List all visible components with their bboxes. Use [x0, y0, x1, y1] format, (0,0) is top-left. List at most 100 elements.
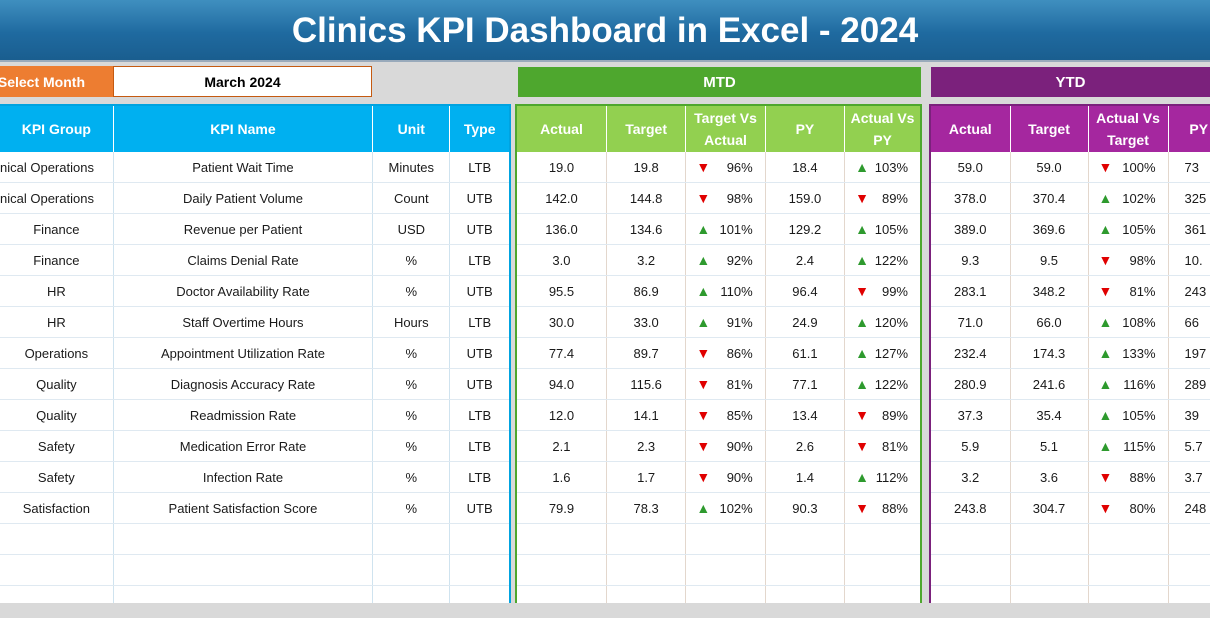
kpi-name-cell[interactable]: Medication Error Rate [113, 430, 374, 462]
kpi-group-cell[interactable]: Safety [0, 461, 114, 493]
unit-cell[interactable]: % [372, 337, 451, 369]
mtd-actual-cell[interactable]: 142.0 [516, 182, 607, 214]
mtd-py-cell[interactable]: 2.4 [765, 244, 846, 276]
ytd-py-cell[interactable]: 10. [1168, 244, 1210, 276]
ytd-actual-cell[interactable]: 71.0 [930, 306, 1011, 338]
type-cell[interactable]: LTB [449, 244, 511, 276]
mtd-actual-cell[interactable]: 77.4 [516, 337, 607, 369]
mtd-target-vs-actual-cell[interactable]: ▲ 91% [685, 306, 766, 338]
kpi-group-cell[interactable]: Finance [0, 213, 114, 245]
mtd-py-cell[interactable]: 2.6 [765, 430, 846, 462]
empty-cell[interactable] [0, 523, 114, 555]
ytd-actual-cell[interactable]: 243.8 [930, 492, 1011, 524]
kpi-group-cell[interactable]: HR [0, 306, 114, 338]
kpi-name-cell[interactable]: Readmission Rate [113, 399, 374, 431]
mtd-target-cell[interactable]: 89.7 [606, 337, 687, 369]
ytd-actual-vs-target-cell[interactable]: ▲ 115% [1088, 430, 1169, 462]
unit-cell[interactable]: % [372, 275, 451, 307]
mtd-target-vs-actual-cell[interactable]: ▲ 101% [685, 213, 766, 245]
empty-cell[interactable] [930, 554, 1011, 586]
mtd-target-cell[interactable]: 134.6 [606, 213, 687, 245]
mtd-actual-cell[interactable]: 95.5 [516, 275, 607, 307]
mtd-actual-cell[interactable]: 94.0 [516, 368, 607, 400]
type-cell[interactable]: LTB [449, 430, 511, 462]
mtd-actual-vs-py-cell[interactable]: ▲ 103% [844, 152, 922, 183]
mtd-target-vs-actual-cell[interactable]: ▼ 98% [685, 182, 766, 214]
ytd-py-cell[interactable]: 289 [1168, 368, 1210, 400]
ytd-target-cell[interactable]: 370.4 [1010, 182, 1089, 214]
unit-cell[interactable]: Count [372, 182, 451, 214]
kpi-group-cell[interactable]: Safety [0, 430, 114, 462]
ytd-py-cell[interactable]: 361 [1168, 213, 1210, 245]
ytd-actual-cell[interactable]: 280.9 [930, 368, 1011, 400]
mtd-target-cell[interactable]: 2.3 [606, 430, 687, 462]
ytd-target-cell[interactable]: 59.0 [1010, 152, 1089, 183]
mtd-target-vs-actual-cell[interactable]: ▲ 92% [685, 244, 766, 276]
kpi-group-cell[interactable]: Finance [0, 244, 114, 276]
empty-cell[interactable] [1168, 554, 1210, 586]
mtd-py-cell[interactable]: 18.4 [765, 152, 846, 183]
type-cell[interactable]: UTB [449, 368, 511, 400]
type-cell[interactable]: LTB [449, 306, 511, 338]
kpi-group-cell[interactable]: nical Operations [0, 182, 114, 214]
mtd-actual-vs-py-cell[interactable]: ▲ 127% [844, 337, 922, 369]
mtd-target-vs-actual-cell[interactable]: ▼ 96% [685, 152, 766, 183]
unit-cell[interactable]: % [372, 399, 451, 431]
empty-cell[interactable] [1010, 554, 1089, 586]
empty-cell[interactable] [765, 554, 846, 586]
mtd-target-vs-actual-cell[interactable]: ▼ 90% [685, 430, 766, 462]
mtd-actual-vs-py-cell[interactable]: ▼ 89% [844, 399, 922, 431]
mtd-actual-vs-py-cell[interactable]: ▲ 122% [844, 244, 922, 276]
unit-cell[interactable]: % [372, 244, 451, 276]
empty-cell[interactable] [844, 523, 922, 555]
empty-cell[interactable] [0, 554, 114, 586]
kpi-name-cell[interactable]: Staff Overtime Hours [113, 306, 374, 338]
mtd-actual-cell[interactable]: 30.0 [516, 306, 607, 338]
kpi-group-cell[interactable]: Satisfaction [0, 492, 114, 524]
type-cell[interactable]: LTB [449, 399, 511, 431]
ytd-target-cell[interactable]: 304.7 [1010, 492, 1089, 524]
kpi-group-cell[interactable]: Quality [0, 399, 114, 431]
unit-cell[interactable]: % [372, 461, 451, 493]
ytd-target-cell[interactable]: 174.3 [1010, 337, 1089, 369]
ytd-actual-vs-target-cell[interactable]: ▼ 80% [1088, 492, 1169, 524]
mtd-actual-vs-py-cell[interactable]: ▲ 120% [844, 306, 922, 338]
empty-cell[interactable] [516, 554, 607, 586]
ytd-py-cell[interactable]: 66 [1168, 306, 1210, 338]
mtd-py-cell[interactable]: 13.4 [765, 399, 846, 431]
kpi-name-cell[interactable]: Patient Wait Time [113, 152, 374, 183]
unit-cell[interactable]: % [372, 368, 451, 400]
unit-cell[interactable]: USD [372, 213, 451, 245]
ytd-actual-vs-target-cell[interactable]: ▼ 100% [1088, 152, 1169, 183]
mtd-actual-vs-py-cell[interactable]: ▼ 89% [844, 182, 922, 214]
mtd-actual-cell[interactable]: 136.0 [516, 213, 607, 245]
mtd-target-vs-actual-cell[interactable]: ▼ 85% [685, 399, 766, 431]
mtd-actual-cell[interactable]: 1.6 [516, 461, 607, 493]
empty-cell[interactable] [449, 554, 511, 586]
mtd-actual-vs-py-cell[interactable]: ▲ 122% [844, 368, 922, 400]
empty-cell[interactable] [1010, 523, 1089, 555]
type-cell[interactable]: LTB [449, 152, 511, 183]
kpi-group-cell[interactable]: HR [0, 275, 114, 307]
empty-cell[interactable] [685, 554, 766, 586]
type-cell[interactable]: UTB [449, 337, 511, 369]
ytd-py-cell[interactable]: 5.7 [1168, 430, 1210, 462]
mtd-target-vs-actual-cell[interactable]: ▼ 90% [685, 461, 766, 493]
ytd-actual-cell[interactable]: 389.0 [930, 213, 1011, 245]
mtd-target-cell[interactable]: 115.6 [606, 368, 687, 400]
ytd-target-cell[interactable]: 66.0 [1010, 306, 1089, 338]
empty-cell[interactable] [930, 523, 1011, 555]
mtd-py-cell[interactable]: 96.4 [765, 275, 846, 307]
ytd-actual-cell[interactable]: 378.0 [930, 182, 1011, 214]
mtd-target-vs-actual-cell[interactable]: ▲ 110% [685, 275, 766, 307]
mtd-py-cell[interactable]: 1.4 [765, 461, 846, 493]
mtd-py-cell[interactable]: 159.0 [765, 182, 846, 214]
ytd-actual-vs-target-cell[interactable]: ▼ 81% [1088, 275, 1169, 307]
month-selector-input[interactable]: March 2024 [113, 66, 372, 97]
kpi-group-cell[interactable]: nical Operations [0, 152, 114, 183]
ytd-actual-cell[interactable]: 59.0 [930, 152, 1011, 183]
kpi-name-cell[interactable]: Daily Patient Volume [113, 182, 374, 214]
ytd-actual-vs-target-cell[interactable]: ▼ 98% [1088, 244, 1169, 276]
ytd-actual-vs-target-cell[interactable]: ▲ 108% [1088, 306, 1169, 338]
type-cell[interactable]: LTB [449, 461, 511, 493]
